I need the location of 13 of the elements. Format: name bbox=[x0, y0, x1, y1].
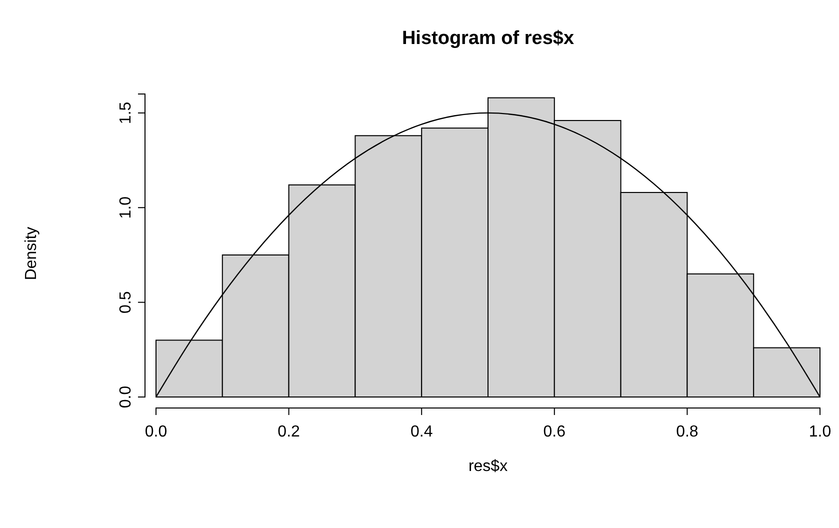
x-tick-label: 0.0 bbox=[144, 423, 168, 440]
x-tick-label: 0.4 bbox=[410, 423, 433, 440]
y-tick-label: 1.5 bbox=[118, 102, 135, 124]
y-tick-label: 1.0 bbox=[118, 196, 135, 219]
x-axis-title: res$x bbox=[468, 458, 508, 475]
x-tick-label: 0.6 bbox=[543, 423, 566, 440]
y-axis-title: Density bbox=[23, 226, 40, 280]
chart-title: Histogram of res$x bbox=[402, 28, 574, 49]
y-tick-label: 0.0 bbox=[118, 386, 135, 408]
x-tick-label: 0.2 bbox=[278, 423, 300, 440]
y-tick-label: 0.5 bbox=[118, 291, 135, 314]
x-tick-label: 0.8 bbox=[676, 423, 698, 440]
x-tick-label: 1.0 bbox=[808, 423, 832, 440]
